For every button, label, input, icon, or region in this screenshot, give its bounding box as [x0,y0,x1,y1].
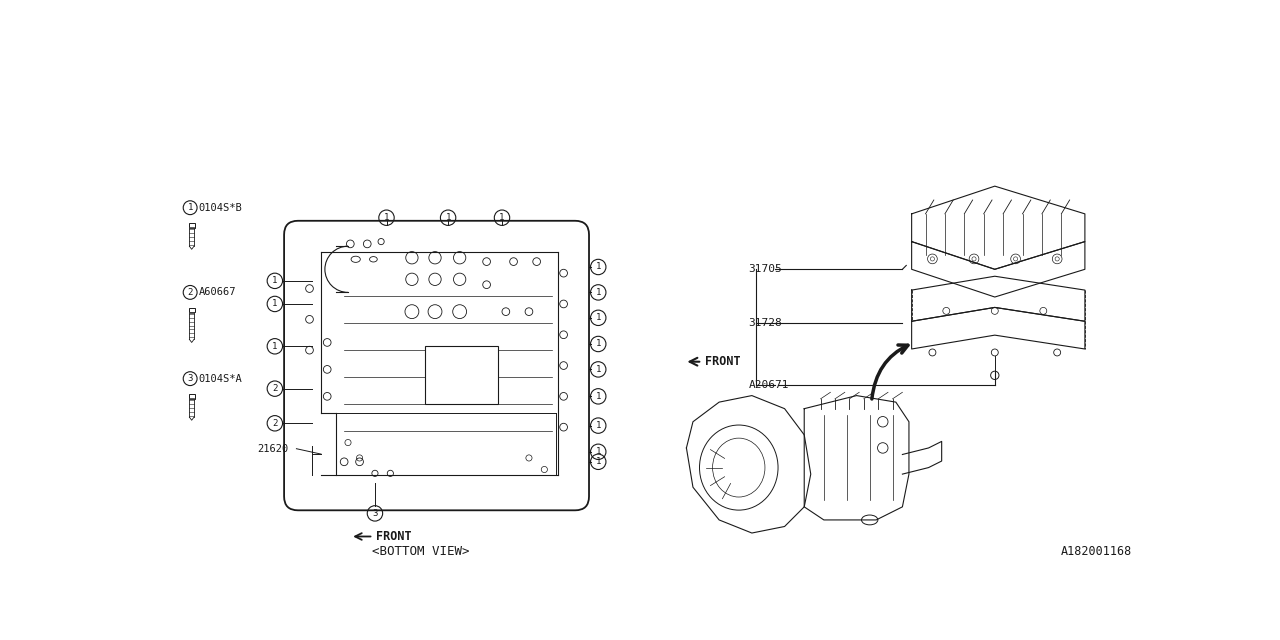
Text: 3: 3 [187,374,193,383]
Text: 1: 1 [187,203,193,212]
Text: 1: 1 [595,262,600,271]
Bar [425,346,498,404]
Text: A60667: A60667 [198,287,236,298]
Bar [188,394,195,399]
Text: FRONT: FRONT [376,530,412,543]
Text: 1: 1 [273,342,278,351]
Text: 1: 1 [273,276,278,285]
Text: 1: 1 [595,458,600,467]
Text: 1: 1 [595,314,600,323]
Text: <BOTTOM VIEW>: <BOTTOM VIEW> [372,545,470,558]
Text: 2: 2 [273,384,278,393]
Text: 1: 1 [384,213,389,222]
Bar [189,227,195,228]
Text: 21620: 21620 [257,444,289,454]
Bar [189,312,195,313]
Text: FRONT: FRONT [704,355,740,368]
Text: 1: 1 [595,339,600,349]
Bar [188,308,195,312]
Text: 0104S*A: 0104S*A [198,374,242,383]
Bar [188,223,195,228]
Text: 1: 1 [273,300,278,308]
Text: 0104S*B: 0104S*B [198,203,242,212]
Text: 1: 1 [595,392,600,401]
FancyBboxPatch shape [284,221,589,510]
Text: 3: 3 [372,509,378,518]
Text: 31728: 31728 [749,318,782,328]
Text: 1: 1 [445,213,451,222]
Text: 2: 2 [187,288,193,297]
Text: 31705: 31705 [749,264,782,275]
Text: 1: 1 [595,421,600,430]
Text: 2: 2 [273,419,278,428]
Text: 1: 1 [595,288,600,297]
Text: A182001168: A182001168 [1061,545,1132,558]
Text: 1: 1 [499,213,504,222]
Text: 1: 1 [595,365,600,374]
Text: A20671: A20671 [749,380,788,390]
Text: 1: 1 [595,447,600,456]
Bar [189,398,195,399]
